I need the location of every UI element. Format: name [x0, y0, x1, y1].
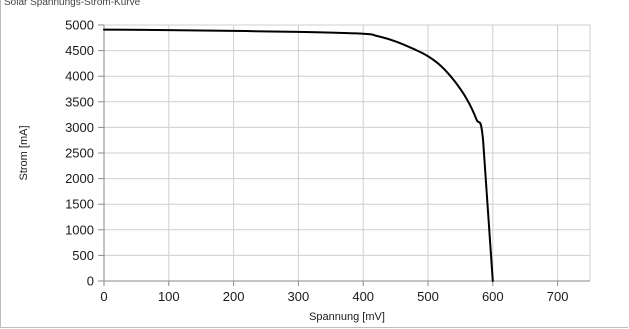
x-axis-title: Spannung [mV]	[309, 311, 385, 323]
y-tick-label: 4500	[65, 43, 94, 58]
tick-labels: 0500100015002000250030003500400045005000…	[65, 18, 568, 305]
series-line	[103, 28, 494, 282]
y-tick-label: 3500	[65, 94, 94, 109]
x-tick-label: 600	[482, 289, 504, 304]
x-tick-label: 700	[547, 289, 569, 304]
y-tick-label: 3000	[65, 120, 94, 135]
y-tick-label: 5000	[65, 18, 94, 33]
y-tick-label: 0	[87, 274, 94, 289]
x-tick-label: 300	[288, 289, 310, 304]
y-tick-label: 1500	[65, 197, 94, 212]
y-tick-label: 2000	[65, 171, 94, 186]
x-tick-label: 100	[158, 289, 180, 304]
y-axis-title: Strom [mA]	[18, 125, 30, 180]
y-tick-label: 1000	[65, 222, 94, 237]
y-tick-label: 2500	[65, 146, 94, 161]
grid	[104, 24, 591, 281]
x-tick-label: 200	[223, 289, 245, 304]
y-tick-label: 4000	[65, 69, 94, 84]
x-tick-label: 500	[417, 289, 439, 304]
y-tick-label: 500	[72, 248, 94, 263]
x-tick-label: 400	[352, 289, 374, 304]
series	[103, 28, 494, 282]
x-tick-label: 0	[100, 289, 107, 304]
axes	[98, 24, 590, 286]
chart-caption: Solar Spannungs-Strom-Kurve	[4, 0, 141, 8]
